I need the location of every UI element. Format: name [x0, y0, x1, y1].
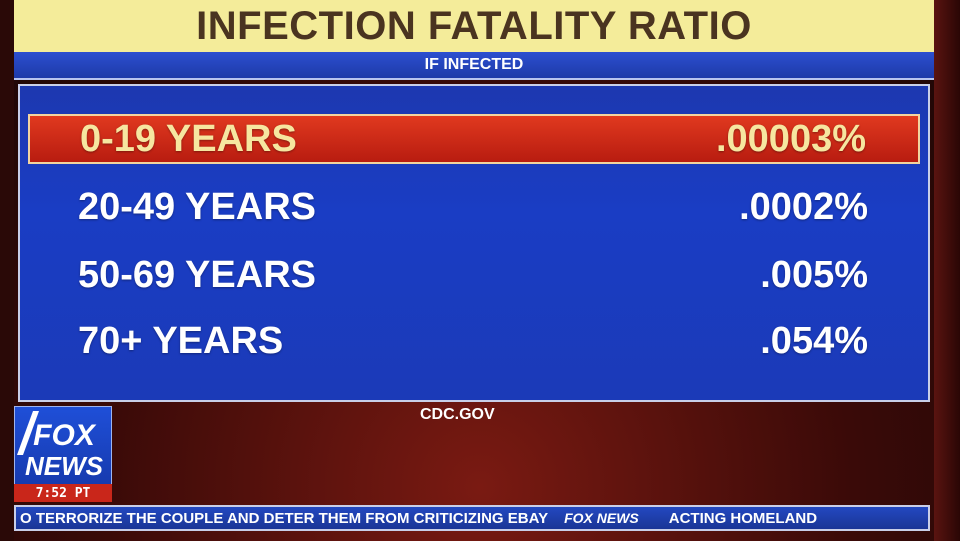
- age-group-label: 50-69 YEARS: [78, 253, 316, 296]
- fox-news-logo: FOX NEWS: [14, 406, 112, 498]
- source-credit: CDC.GOV: [420, 406, 495, 423]
- age-group-label: 20-49 YEARS: [78, 185, 316, 228]
- fatality-table: 0-19 YEARS .00003% 20-49 YEARS .0002% 50…: [18, 84, 930, 402]
- age-group-label: 70+ YEARS: [78, 319, 284, 362]
- ticker-brand: FOX NEWS: [564, 510, 639, 526]
- time-badge: 7:52 PT: [14, 484, 112, 502]
- subtitle-bar: IF INFECTED: [14, 52, 934, 80]
- table-row: 20-49 YEARS .0002%: [28, 182, 920, 232]
- table-row: 50-69 YEARS .005%: [28, 250, 920, 300]
- graphic-title: INFECTION FATALITY RATIO: [196, 3, 752, 48]
- fatality-value: .054%: [760, 319, 868, 362]
- graphic-subtitle: IF INFECTED: [424, 56, 524, 73]
- ticker-story: O TERRORIZE THE COUPLE AND DETER THEM FR…: [20, 509, 549, 527]
- ticker-story: ACTING HOMELAND: [668, 509, 818, 527]
- screen-bezel-right: [934, 0, 960, 541]
- news-ticker: O TERRORIZE THE COUPLE AND DETER THEM FR…: [14, 505, 930, 531]
- logo-line-fox: FOX: [33, 419, 95, 452]
- screen-bezel-left: [0, 0, 14, 541]
- table-row: 0-19 YEARS .00003%: [28, 114, 920, 164]
- table-row: 70+ YEARS .054%: [28, 316, 920, 366]
- fatality-value: .00003%: [715, 117, 866, 160]
- logo-line-news: NEWS: [25, 451, 103, 481]
- title-bar: INFECTION FATALITY RATIO: [14, 0, 934, 52]
- fatality-value: .0002%: [739, 185, 868, 228]
- age-group-label: 0-19 YEARS: [80, 117, 297, 160]
- fatality-value: .005%: [760, 253, 868, 296]
